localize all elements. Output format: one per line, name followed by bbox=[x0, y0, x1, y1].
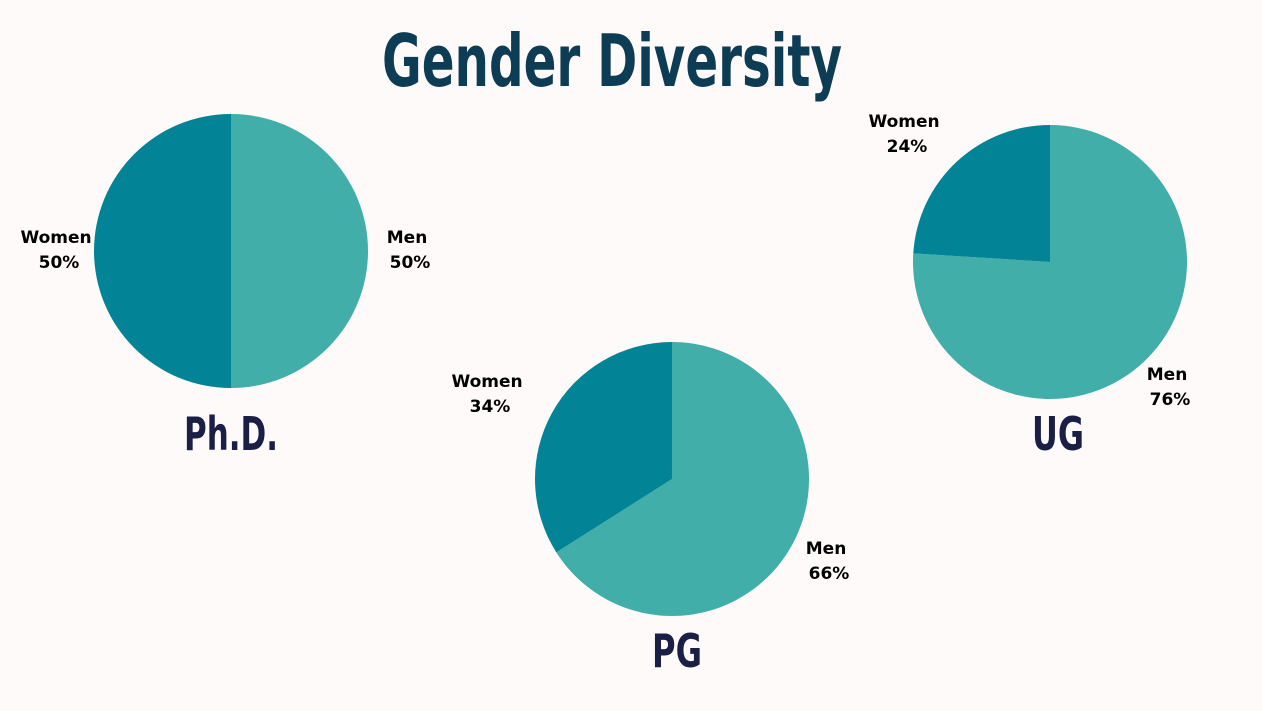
phd-men-label: Men 50% bbox=[387, 228, 433, 273]
pg-men-label-value: 66% bbox=[809, 564, 850, 584]
pg-women-label-name: Women bbox=[451, 372, 522, 392]
pg-slice-men bbox=[556, 342, 810, 616]
ug-slice-women bbox=[913, 125, 1050, 262]
page-title: Gender Diversity bbox=[382, 19, 842, 103]
ug-chart-title: UG bbox=[1032, 407, 1084, 461]
phd-pie-chart: Ph.D. Men 50% Women 50% bbox=[20, 114, 433, 461]
phd-women-label-value: 50% bbox=[39, 253, 80, 273]
pg-pie-chart: PG Men 66% Women 34% bbox=[451, 342, 852, 678]
ug-men-label-name: Men bbox=[1147, 365, 1188, 385]
pg-women-label: Women 34% bbox=[451, 372, 528, 417]
ug-men-label-value: 76% bbox=[1150, 390, 1191, 410]
pg-chart-title: PG bbox=[652, 624, 702, 678]
pg-men-label: Men 66% bbox=[806, 539, 852, 584]
pg-women-label-value: 34% bbox=[470, 397, 511, 417]
ug-women-label-value: 24% bbox=[887, 137, 928, 157]
phd-pie-slices bbox=[94, 114, 368, 388]
ug-women-label: Women 24% bbox=[868, 112, 945, 157]
ug-pie-slices bbox=[912, 125, 1187, 400]
pg-slice-women bbox=[535, 342, 672, 553]
ug-men-label: Men 76% bbox=[1147, 365, 1193, 410]
phd-men-label-value: 50% bbox=[390, 253, 431, 273]
pg-pie-slices bbox=[535, 342, 810, 616]
phd-slice-men bbox=[231, 114, 368, 388]
phd-chart-title: Ph.D. bbox=[184, 407, 278, 461]
phd-men-label-name: Men bbox=[387, 228, 428, 248]
ug-slice-men bbox=[912, 125, 1187, 400]
phd-slice-women bbox=[94, 114, 231, 388]
ug-women-label-name: Women bbox=[868, 112, 939, 132]
phd-women-label: Women 50% bbox=[20, 228, 97, 273]
ug-pie-chart: UG Men 76% Women 24% bbox=[868, 112, 1193, 461]
pg-men-label-name: Men bbox=[806, 539, 847, 559]
phd-women-label-name: Women bbox=[20, 228, 91, 248]
